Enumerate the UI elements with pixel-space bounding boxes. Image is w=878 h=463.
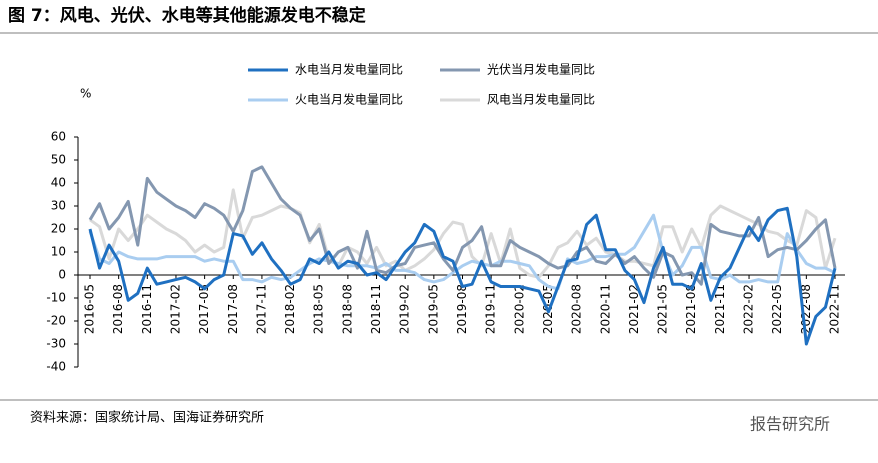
x-tick-label: 2017-02 (168, 284, 182, 334)
x-tick-label: 2020-08 (570, 284, 584, 334)
y-tick-label: 50 (51, 153, 66, 167)
chart-title: 图 7：风电、光伏、水电等其他能源发电不稳定 (8, 5, 366, 26)
x-tick-label: 2019-08 (455, 284, 469, 334)
legend-label: 光伏当月发电量同比 (487, 62, 595, 77)
x-tick-label: 2018-05 (312, 284, 326, 334)
x-tick-label: 2016-08 (111, 284, 125, 334)
x-tick-label: 2022-02 (742, 284, 756, 334)
series-line (88, 213, 836, 291)
source: 资料来源：国家统计局、国海证券研究所 (30, 410, 264, 426)
x-tick-label: 2018-11 (369, 284, 383, 334)
x-tick-label: 2021-02 (627, 284, 641, 334)
series-line (88, 165, 837, 286)
x-tick-label: 2019-05 (426, 284, 440, 334)
x-tick-label: 2017-08 (226, 284, 240, 334)
x-tick-label: 2018-02 (283, 284, 297, 334)
y-tick-label: -10 (46, 291, 66, 305)
x-tick-label: 2019-02 (398, 284, 412, 334)
x-tick-label: 2017-11 (254, 284, 268, 334)
x-tick-label: 2017-05 (197, 284, 211, 334)
x-tick-label: 2018-08 (340, 284, 354, 334)
y-tick-label: -40 (46, 360, 66, 374)
x-tick-label: 2020-11 (598, 284, 612, 334)
y-tick-label: 0 (58, 268, 66, 282)
legend-label: 风电当月发电量同比 (487, 92, 595, 107)
x-tick-label: 2021-08 (684, 284, 698, 334)
y-tick-label: 30 (51, 199, 66, 213)
y-tick-label: 10 (51, 245, 66, 259)
x-tick-label: 2020-02 (512, 284, 526, 334)
y-unit: % (80, 87, 91, 101)
x-tick-label: 2022-11 (828, 284, 842, 334)
x-tick-label: 2016-11 (140, 284, 154, 334)
y-tick-label: -20 (46, 314, 66, 328)
legend-label: 火电当月发电量同比 (295, 92, 403, 107)
y-tick-label: 60 (51, 130, 66, 144)
x-tick-label: 2016-05 (83, 284, 97, 334)
y-tick-label: 40 (51, 176, 66, 190)
x-tick-label: 2019-11 (484, 284, 498, 334)
series-line (88, 206, 837, 346)
x-tick-label: 2021-05 (656, 284, 670, 334)
series-line (89, 188, 837, 279)
y-tick-label: 20 (51, 222, 66, 236)
watermark: 报告研究所 (750, 415, 830, 434)
legend-label: 水电当月发电量同比 (295, 62, 403, 77)
y-tick-label: -30 (46, 337, 66, 351)
x-tick-label: 2022-05 (770, 284, 784, 334)
x-tick-label: 2021-11 (713, 284, 727, 334)
